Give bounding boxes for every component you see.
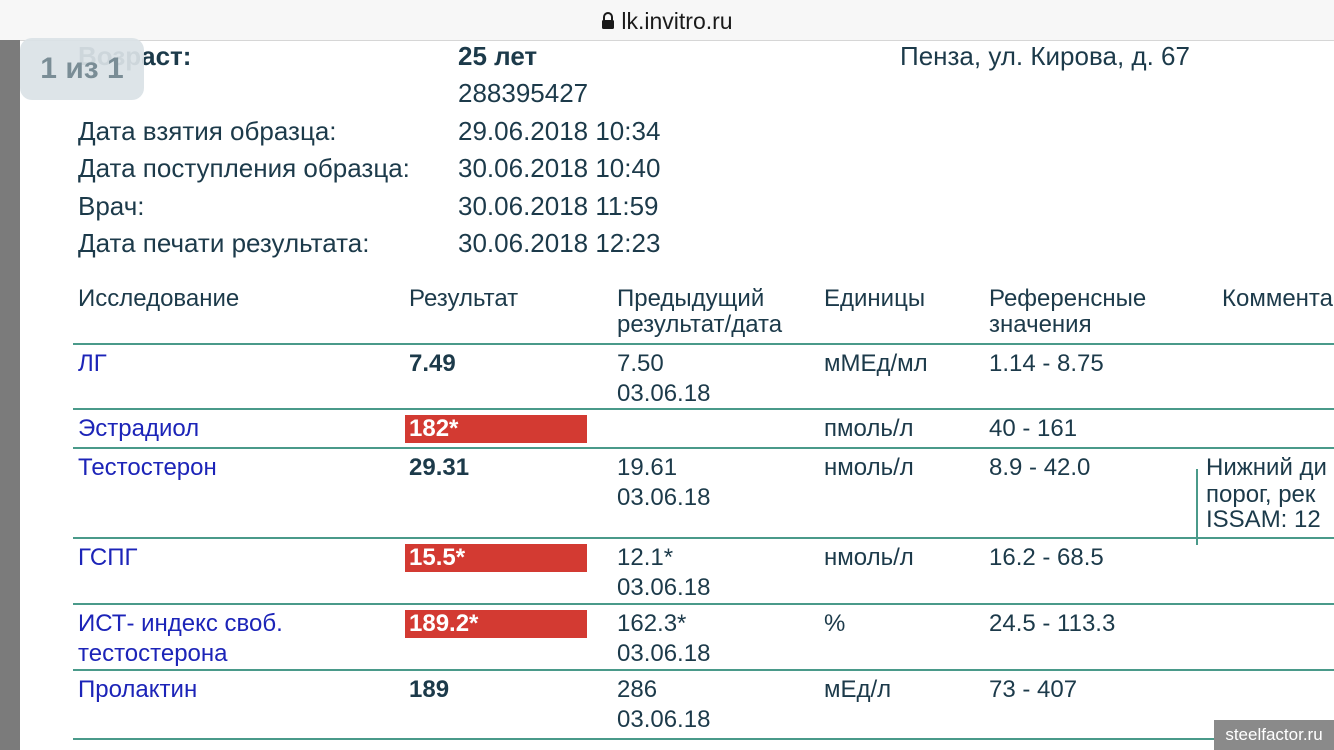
address: Пенза, ул. Кирова, д. 67 xyxy=(900,41,1190,71)
lock-icon xyxy=(601,9,615,36)
flagged-result: 15.5* xyxy=(405,544,587,572)
watermark: steelfactor.ru xyxy=(1214,720,1334,750)
header-reference-line1: Референсные xyxy=(989,285,1147,312)
study-name-link[interactable]: ИСТ- индекс своб. xyxy=(78,610,283,637)
comment-line1: Нижний ди xyxy=(1206,454,1327,481)
flagged-result: 182* xyxy=(405,415,587,443)
previous-date: 03.06.18 xyxy=(617,380,711,407)
reference-range: 16.2 - 68.5 xyxy=(989,544,1104,571)
previous-date: 03.06.18 xyxy=(617,484,711,511)
table-row-divider xyxy=(73,738,1334,740)
header-previous-line1: Предыдущий xyxy=(617,285,765,312)
units-value: пмоль/л xyxy=(824,415,914,442)
previous-date: 03.06.18 xyxy=(617,574,711,601)
previous-result: 12.1* xyxy=(617,544,674,571)
reference-range: 24.5 - 113.3 xyxy=(989,610,1116,637)
units-value: нмоль/л xyxy=(824,544,914,571)
browser-address-bar[interactable]: lk.invitro.ru xyxy=(0,0,1334,41)
table-row-divider xyxy=(73,537,1334,539)
received-value: 30.06.2018 10:40 xyxy=(458,153,661,183)
result-value: 29.31 xyxy=(409,454,470,481)
doctor-label: Врач: xyxy=(78,191,145,221)
flagged-result: 189.2* xyxy=(405,610,587,638)
age-value: 25 лет xyxy=(458,41,538,71)
previous-date: 03.06.18 xyxy=(617,706,711,733)
reference-range: 73 - 407 xyxy=(989,676,1078,703)
units-value: нмоль/л xyxy=(824,454,914,481)
study-name-link[interactable]: Эстрадиол xyxy=(78,415,200,442)
study-name-link[interactable]: ГСПГ xyxy=(78,544,138,571)
units-value: мЕд/л xyxy=(824,676,892,703)
result-value: 189 xyxy=(409,676,450,703)
header-previous-line2: результат/дата xyxy=(617,311,783,338)
header-result: Результат xyxy=(409,285,519,312)
header-reference: Референсные значения xyxy=(989,286,1146,338)
units-value: % xyxy=(824,610,846,637)
sample-date-value: 29.06.2018 10:34 xyxy=(458,116,661,146)
document-page: Возраст: 25 лет Пенза, ул. Кирова, д. 67… xyxy=(20,41,1334,750)
print-date-label: Дата печати результата: xyxy=(78,228,370,258)
comment-line3: ISSAM: 12 xyxy=(1206,506,1321,533)
previous-date: 03.06.18 xyxy=(617,640,711,667)
previous-result: 19.61 xyxy=(617,454,678,481)
header-units: Единицы xyxy=(824,285,926,312)
units-value: мМЕд/мл xyxy=(824,350,928,377)
comment-line2: порог, рек xyxy=(1206,481,1316,508)
study-name-link[interactable]: Тестостерон xyxy=(78,454,217,481)
table-row-divider xyxy=(73,343,1334,345)
header-study: Исследование xyxy=(78,285,240,312)
url-text: lk.invitro.ru xyxy=(621,8,733,34)
sample-date-label: Дата взятия образца: xyxy=(78,116,337,146)
study-name-link[interactable]: Пролактин xyxy=(78,676,198,703)
page-counter: 1 из 1 xyxy=(20,38,144,100)
header-previous: Предыдущий результат/дата xyxy=(617,286,782,338)
header-comment: Комментарий xyxy=(1222,286,1334,312)
result-value: 7.49 xyxy=(409,350,456,377)
header-reference-line2: значения xyxy=(989,311,1092,338)
previous-result: 286 xyxy=(617,676,658,703)
comment-cell-border xyxy=(1196,469,1198,545)
table-row-divider xyxy=(73,669,1334,671)
study-name-link[interactable]: ЛГ xyxy=(78,350,107,377)
study-name-link-line2[interactable]: тестостерона xyxy=(78,640,228,667)
doctor-value: 30.06.2018 11:59 xyxy=(458,191,659,221)
table-row-divider xyxy=(73,408,1334,410)
order-number: 288395427 xyxy=(458,78,589,108)
reference-range: 8.9 - 42.0 xyxy=(989,454,1091,481)
previous-result: 7.50 xyxy=(617,350,664,377)
reference-range: 40 - 161 xyxy=(989,415,1078,442)
reference-range: 1.14 - 8.75 xyxy=(989,350,1104,377)
received-label: Дата поступления образца: xyxy=(78,153,410,183)
table-row-divider xyxy=(73,447,1334,449)
left-scroll-gutter xyxy=(0,40,20,750)
table-row-divider xyxy=(73,603,1334,605)
previous-result: 162.3* xyxy=(617,610,687,637)
print-date-value: 30.06.2018 12:23 xyxy=(458,228,661,258)
url-display[interactable]: lk.invitro.ru xyxy=(0,8,1334,36)
